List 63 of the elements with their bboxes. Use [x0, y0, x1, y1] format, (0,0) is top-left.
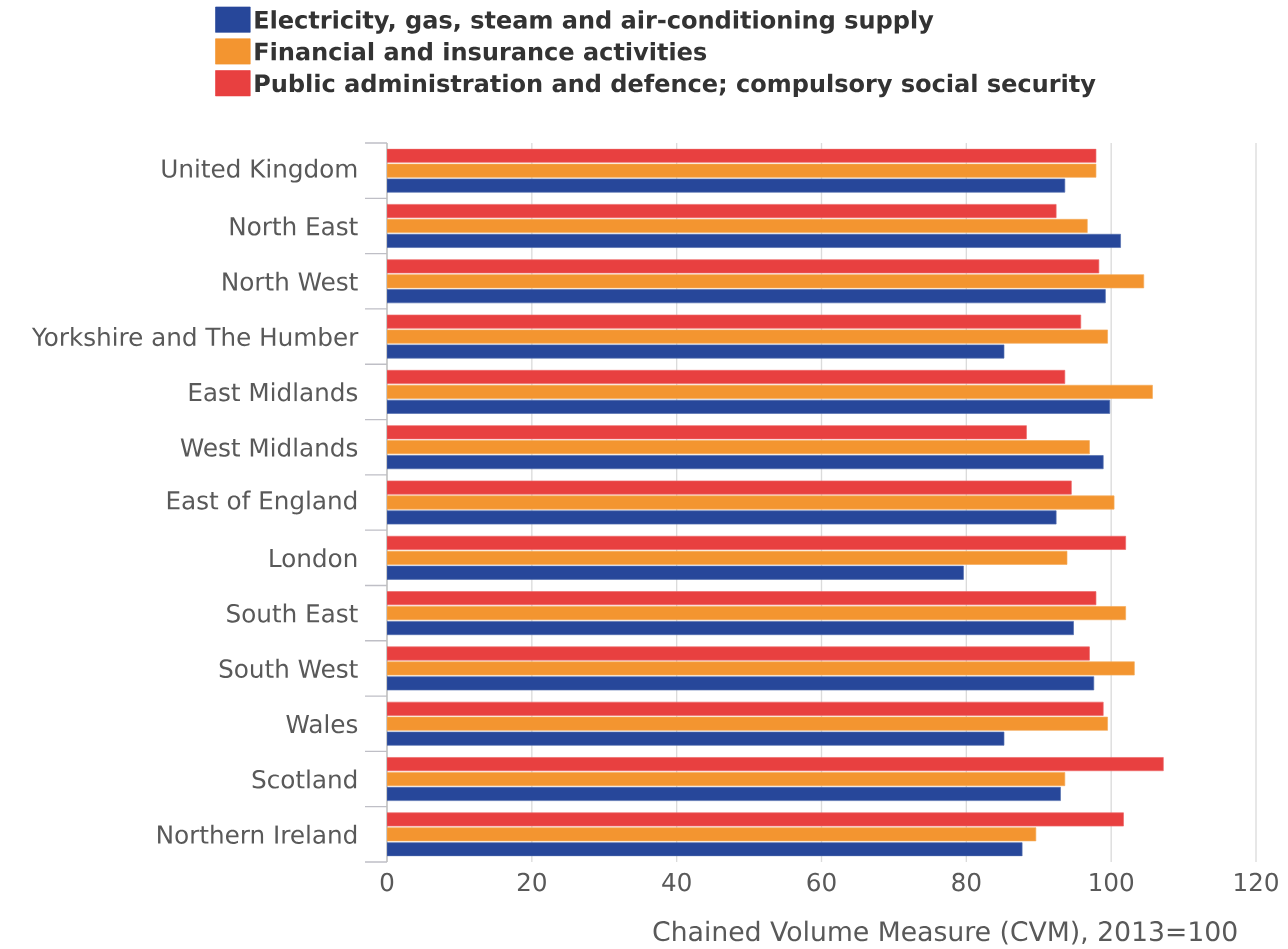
x-tick-label: 20: [517, 872, 546, 892]
bar: [387, 314, 1082, 329]
bar: [387, 535, 1126, 550]
bar: [387, 772, 1066, 787]
bar: [387, 163, 1097, 178]
bar: [387, 329, 1108, 344]
y-tick-label: East Midlands: [189, 382, 358, 402]
bar: [387, 621, 1074, 636]
x-tick-label: 120: [1235, 872, 1278, 892]
bar: [387, 289, 1106, 304]
y-tick-label: United Kingdom: [162, 158, 357, 183]
bar: [387, 148, 1097, 163]
y-tick-label: London: [270, 548, 357, 568]
bar: [387, 384, 1153, 399]
x-tick-label: 60: [807, 872, 836, 892]
y-tick-label: East of England: [167, 490, 357, 515]
legend-label: Public administration and defence; compulsory social security: [255, 73, 1096, 98]
bar: [387, 842, 1023, 857]
bar: [387, 425, 1027, 440]
bar: [387, 369, 1066, 384]
x-tick-label: 40: [662, 872, 691, 892]
bar: [387, 233, 1121, 248]
bar: [387, 399, 1111, 414]
bar: [387, 178, 1066, 193]
y-tick-label: Wales: [286, 714, 358, 734]
y-tick-label: South East: [227, 603, 358, 623]
y-tick-label: North East: [230, 216, 358, 236]
bar: [387, 440, 1090, 455]
bar: [387, 495, 1115, 510]
bar: [387, 550, 1068, 565]
bar: [387, 480, 1072, 495]
y-tick-label: West Midlands: [180, 437, 358, 457]
y-tick-label: Northern Ireland: [158, 824, 357, 844]
bar: [387, 259, 1100, 274]
bar: [387, 606, 1126, 621]
bar: [387, 827, 1037, 842]
x-tick-label: 0: [380, 872, 394, 892]
bar: [387, 218, 1088, 233]
bar: [387, 812, 1124, 827]
bar: [387, 510, 1057, 525]
bar: [387, 565, 964, 580]
bar: [387, 646, 1090, 661]
x-tick-label: 80: [952, 872, 981, 892]
bar: [387, 455, 1104, 470]
legend-label: Financial and insurance activities: [255, 42, 707, 61]
y-tick-label: North West: [223, 271, 358, 291]
y-tick-label: South West: [219, 658, 358, 678]
bar: [387, 591, 1097, 606]
bar: [387, 787, 1061, 801]
x-axis-title: Chained Volume Measure (CVM), 2013=100: [653, 920, 1237, 945]
bar: [387, 661, 1135, 676]
y-tick-label: Scotland: [252, 769, 357, 789]
bar: [387, 716, 1108, 731]
bar: [387, 676, 1095, 691]
y-tick-label: Yorkshire and The Humber: [31, 327, 359, 347]
bar: [387, 344, 1005, 359]
bar: [387, 204, 1057, 219]
bar: [387, 274, 1145, 289]
bar: [387, 731, 1005, 746]
bar: [387, 757, 1164, 772]
bar: [387, 701, 1104, 716]
x-tick-label: 100: [1090, 872, 1134, 892]
legend-label: Electricity, gas, steam and air-conditioning supply: [255, 10, 934, 34]
